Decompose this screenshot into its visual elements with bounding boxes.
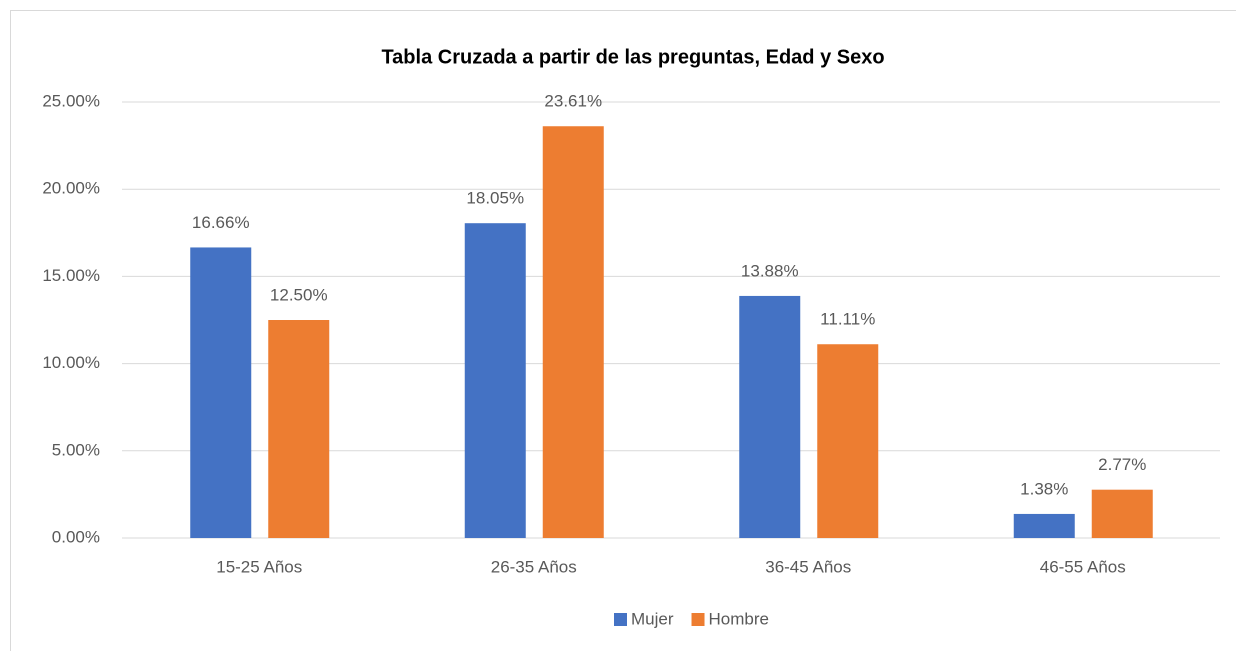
y-tick-label: 10.00% <box>42 353 100 372</box>
bar <box>739 295 801 538</box>
bar <box>1091 489 1153 538</box>
data-label: 2.77% <box>1098 455 1146 474</box>
x-tick-label: 36-45 Años <box>765 557 851 576</box>
y-tick-label: 25.00% <box>42 91 100 110</box>
data-label: 18.05% <box>466 189 524 208</box>
x-tick-label: 26-35 Años <box>491 557 577 576</box>
data-label: 23.61% <box>544 92 602 111</box>
legend-label: Hombre <box>709 609 769 628</box>
bar <box>542 126 604 538</box>
bar <box>817 344 879 538</box>
chart-title: Tabla Cruzada a partir de las preguntas,… <box>381 46 884 68</box>
data-label: 1.38% <box>1020 479 1068 498</box>
bar <box>464 223 526 538</box>
data-label: 16.66% <box>192 213 250 232</box>
bar <box>268 320 330 538</box>
x-tick-label: 15-25 Años <box>216 557 302 576</box>
data-label: 12.50% <box>270 285 328 304</box>
y-tick-label: 5.00% <box>52 440 100 459</box>
y-tick-label: 15.00% <box>42 266 100 285</box>
legend-label: Mujer <box>631 609 674 628</box>
x-tick-label: 46-55 Años <box>1040 557 1126 576</box>
legend-swatch <box>691 613 705 626</box>
bar <box>1013 513 1075 538</box>
y-tick-label: 0.00% <box>52 527 100 546</box>
legend-swatch <box>614 613 627 626</box>
data-label: 11.11% <box>820 310 875 329</box>
data-label: 13.88% <box>741 261 799 280</box>
bar <box>190 247 252 539</box>
y-tick-label: 20.00% <box>42 179 100 198</box>
